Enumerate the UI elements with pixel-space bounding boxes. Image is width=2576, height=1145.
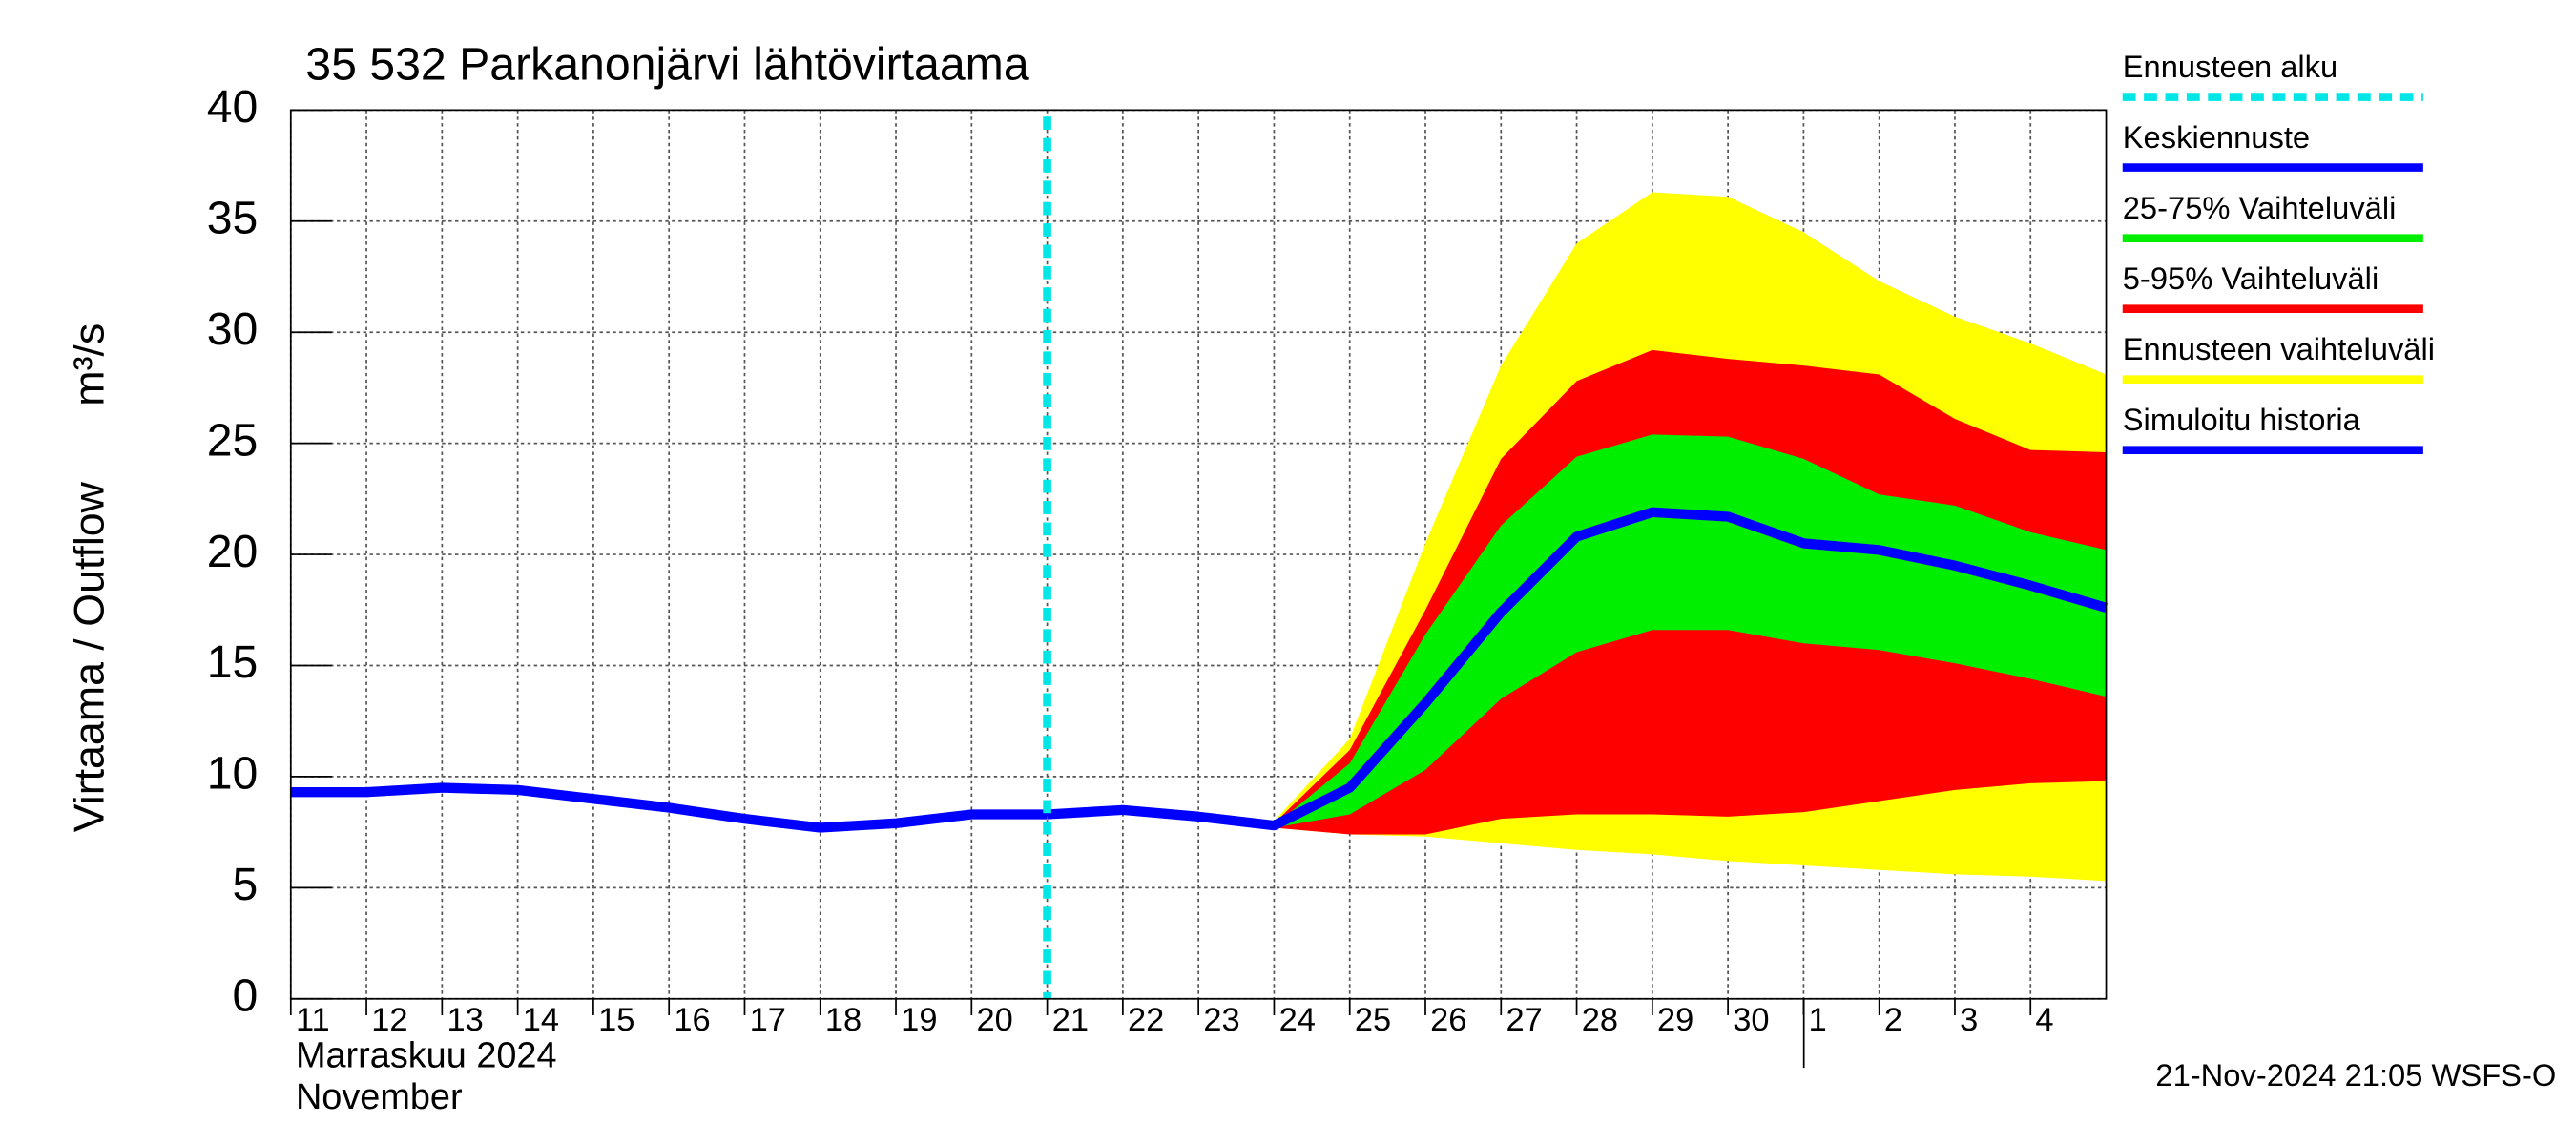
y-tick-label: 0 (233, 970, 259, 1022)
y-axis-label: Virtaama / Outflow (65, 481, 113, 832)
legend-label: 5-95% Vaihteluväli (2123, 260, 2379, 296)
x-tick-label: 30 (1733, 1002, 1769, 1038)
x-tick-label: 23 (1203, 1002, 1239, 1038)
y-tick-label: 35 (207, 193, 259, 244)
y-tick-label: 15 (207, 636, 259, 688)
x-tick-label: 21 (1052, 1002, 1089, 1038)
plot-frame (289, 109, 2108, 1000)
legend-label: Ennusteen alku (2123, 49, 2337, 84)
x-tick-label: 17 (750, 1002, 786, 1038)
x-tick-label: 19 (901, 1002, 937, 1038)
x-tick-label: 25 (1355, 1002, 1391, 1038)
x-tick-label: 26 (1430, 1002, 1466, 1038)
chart-title: 35 532 Parkanonjärvi lähtövirtaama (305, 38, 1029, 90)
band-area (1047, 434, 2107, 828)
x-tick-label: 16 (674, 1002, 710, 1038)
legend-label: 25-75% Vaihteluväli (2123, 190, 2397, 225)
y-tick-label: 5 (233, 859, 259, 910)
legend-label: Simuloitu historia (2123, 402, 2361, 437)
y-axis-unit: m³/s (65, 323, 113, 406)
legend-label: Keskiennuste (2123, 119, 2310, 155)
x-axis-label: November (296, 1077, 463, 1117)
x-axis-label: Marraskuu 2024 (296, 1036, 557, 1076)
x-tick-label: 27 (1506, 1002, 1542, 1038)
x-tick-label: 29 (1657, 1002, 1693, 1038)
y-tick-label: 25 (207, 414, 259, 466)
x-tick-label: 11 (296, 1002, 330, 1038)
footer: 21-Nov-2024 21:05 WSFS-O (2155, 1057, 2556, 1093)
y-tick-label: 10 (207, 748, 259, 800)
x-tick-label: 4 (2035, 1002, 2053, 1038)
x-tick-label: 18 (825, 1002, 862, 1038)
x-tick-label: 22 (1128, 1002, 1164, 1038)
x-tick-label: 20 (976, 1002, 1012, 1038)
x-tick-label: 28 (1582, 1002, 1618, 1038)
x-tick-label: 3 (1960, 1002, 1978, 1038)
x-tick-label: 12 (371, 1002, 407, 1038)
x-tick-label: 13 (447, 1002, 484, 1038)
y-tick-label: 20 (207, 526, 259, 577)
x-tick-label: 24 (1279, 1002, 1316, 1038)
x-tick-label: 1 (1809, 1002, 1827, 1038)
y-tick-label: 30 (207, 303, 259, 355)
legend-label: Ennusteen vaihteluväli (2123, 331, 2435, 366)
series-line (290, 782, 1048, 833)
x-tick-label: 2 (1884, 1002, 1902, 1038)
y-tick-label: 40 (207, 81, 259, 133)
x-tick-label: 14 (523, 1002, 559, 1038)
x-tick-label: 15 (598, 1002, 634, 1038)
series-line (1047, 507, 2108, 831)
